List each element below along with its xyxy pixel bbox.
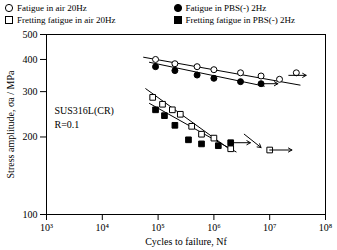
svg-text:10⁶: 10⁶ bbox=[207, 222, 221, 233]
svg-text:100: 100 bbox=[23, 209, 38, 220]
svg-text:10⁷: 10⁷ bbox=[263, 222, 277, 233]
svg-text:10⁵: 10⁵ bbox=[151, 222, 165, 233]
svg-text:10⁸: 10⁸ bbox=[319, 222, 333, 233]
svg-text:Stress amplitude, σa / MPa: Stress amplitude, σa / MPa bbox=[5, 70, 16, 178]
html-text:Fretting fatigue in PBS(-) 2Hz: Fretting fatigue in PBS(-) 2Hz bbox=[185, 15, 295, 25]
svg-text:300: 300 bbox=[23, 86, 38, 97]
svg-text:R=0.1: R=0.1 bbox=[55, 119, 80, 130]
svg-text:SUS316L(CR): SUS316L(CR) bbox=[55, 105, 114, 117]
html-text:Fatigue in PBS(-) 2Hz: Fatigue in PBS(-) 2Hz bbox=[185, 3, 267, 13]
html-text:Fatigue in air 20Hz: Fatigue in air 20Hz bbox=[17, 3, 87, 13]
svg-text:10⁴: 10⁴ bbox=[96, 222, 110, 233]
svg-text:200: 200 bbox=[23, 131, 38, 142]
svg-text:Cycles to failure, Nf: Cycles to failure, Nf bbox=[145, 236, 227, 247]
svg-text:10³: 10³ bbox=[40, 222, 53, 233]
html-text:Fretting fatigue in air 20Hz: Fretting fatigue in air 20Hz bbox=[17, 15, 116, 25]
svg-text:400: 400 bbox=[23, 54, 38, 65]
svg-text:500: 500 bbox=[23, 29, 38, 40]
